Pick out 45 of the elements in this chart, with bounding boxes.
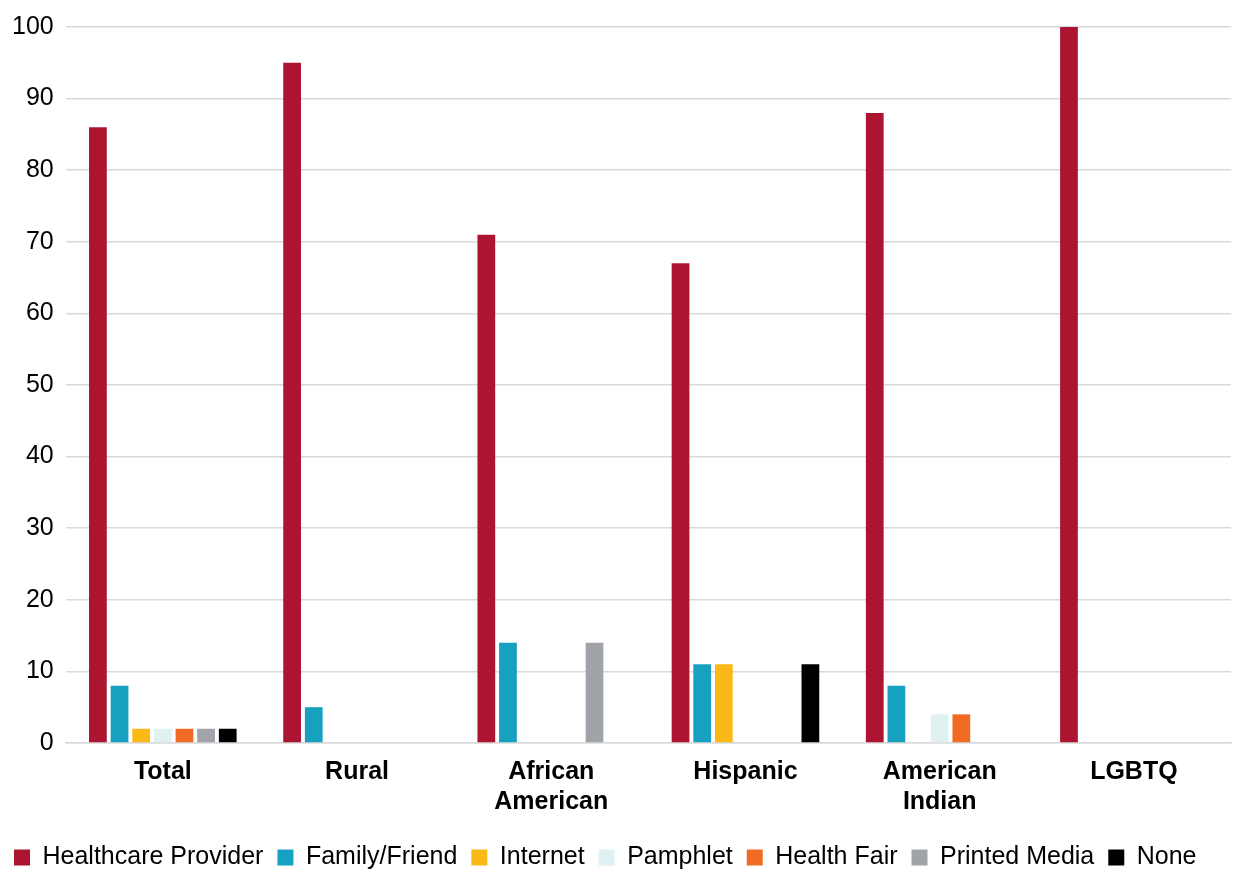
y-tick-label: 40	[25, 440, 54, 469]
x-tick-label: LGBTQ	[1090, 755, 1178, 784]
y-tick-label: 20	[25, 583, 54, 612]
y-tick-label: 100	[11, 10, 54, 39]
legend-label: None	[1136, 841, 1197, 870]
bar	[304, 707, 323, 743]
bar	[477, 234, 496, 743]
y-tick-label: 70	[25, 225, 54, 254]
x-tick-label: African American	[494, 755, 609, 814]
y-tick-label: 10	[25, 655, 54, 684]
bar	[197, 728, 215, 743]
bar	[887, 685, 906, 743]
y-tick-label: 50	[25, 368, 54, 397]
bar	[1060, 27, 1078, 743]
bar	[865, 112, 884, 743]
bar	[175, 728, 194, 743]
y-tick-label: 30	[25, 512, 54, 541]
x-tick-label: Hispanic	[693, 755, 798, 784]
bar	[89, 127, 107, 743]
x-tick-label: Total	[133, 755, 192, 784]
y-tick-label: 0	[39, 726, 54, 755]
legend-label: Family/Friend	[305, 841, 458, 870]
bar	[132, 728, 151, 743]
bar	[801, 664, 820, 743]
bar	[218, 728, 237, 743]
bar	[671, 263, 690, 743]
x-tick-label: American Indian	[882, 755, 997, 814]
bar	[585, 642, 604, 743]
bar	[499, 642, 517, 743]
bar	[952, 714, 971, 743]
legend-label: Health Fair	[775, 841, 898, 870]
bar	[930, 714, 949, 743]
bar	[283, 62, 301, 743]
y-tick-label: 60	[25, 297, 54, 326]
bar	[110, 685, 129, 743]
bar	[153, 728, 172, 743]
legend-label: Printed Media	[940, 841, 1095, 870]
legend-label: Pamphlet	[627, 841, 733, 870]
legend-label: Healthcare Provider	[42, 841, 264, 870]
bar	[714, 664, 733, 743]
legend-label: Internet	[499, 841, 585, 870]
y-tick-label: 90	[25, 82, 54, 111]
bar	[693, 664, 712, 743]
x-tick-label: Rural	[325, 755, 389, 784]
y-tick-label: 80	[25, 154, 54, 183]
